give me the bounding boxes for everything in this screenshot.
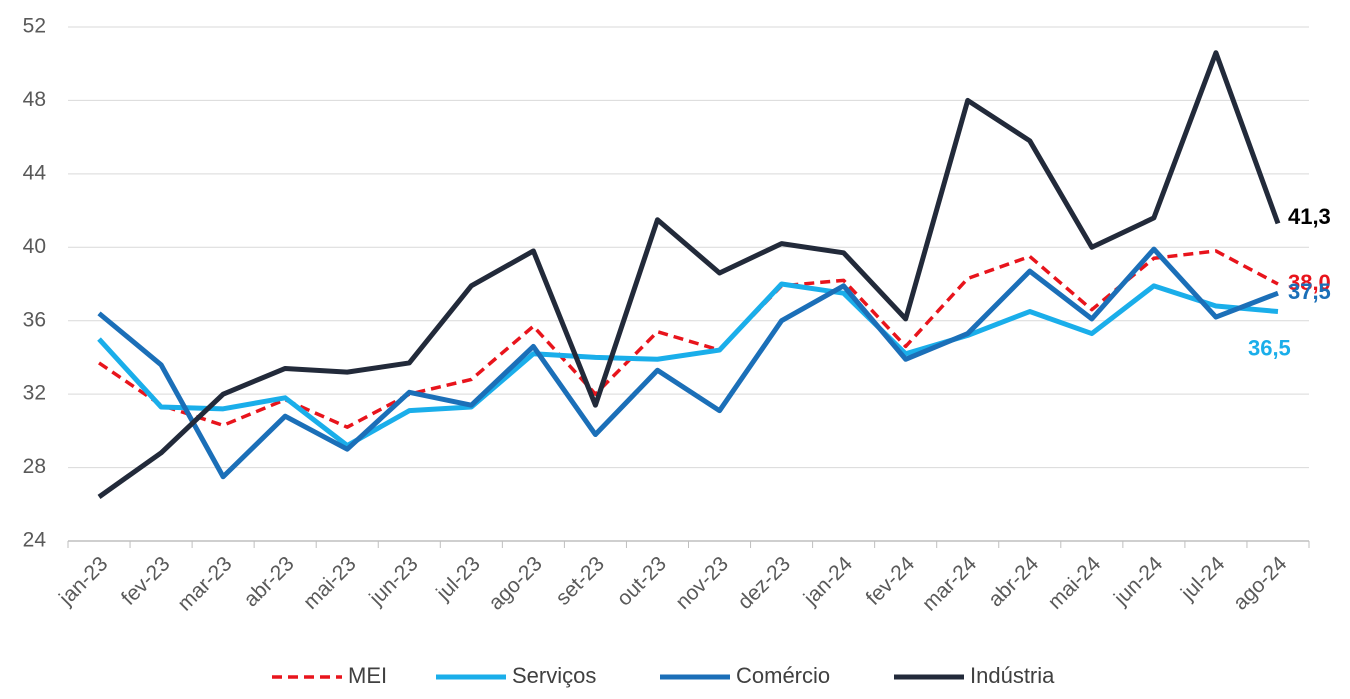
x-tick-label: jan-24 [799, 552, 857, 610]
legend-label: Serviços [512, 663, 596, 688]
y-tick-label: 36 [23, 308, 46, 331]
x-tick-label: jul-24 [1176, 552, 1230, 606]
x-tick-label: nov-23 [671, 552, 733, 614]
series-line [97, 50, 1281, 499]
x-tick-label: abr-24 [984, 552, 1043, 611]
data-label: 36,5 [1248, 335, 1291, 360]
x-tick-label: set-23 [551, 552, 609, 610]
y-tick-label: 44 [23, 161, 47, 184]
x-tick-label: out-23 [613, 552, 671, 610]
y-tick-label: 28 [23, 455, 46, 478]
x-tick-label: jan-23 [54, 552, 112, 610]
y-tick-label: 52 [23, 15, 46, 38]
data-label: 41,3 [1288, 204, 1331, 229]
y-tick-label: 32 [23, 382, 46, 405]
x-tick-label: mai-23 [299, 552, 361, 614]
data-label: 37,5 [1288, 279, 1331, 304]
x-tick-label: abr-23 [239, 552, 298, 611]
legend-label: Comércio [736, 663, 830, 688]
x-tick-label: jun-23 [364, 552, 422, 610]
x-tick-label: fev-23 [117, 552, 175, 610]
x-tick-label: mar-23 [173, 552, 236, 615]
x-tick-label: fev-24 [862, 552, 920, 610]
x-tick-label: ago-24 [1229, 552, 1292, 615]
x-tick-label: mar-24 [918, 552, 982, 616]
x-tick-label: jun-24 [1109, 552, 1167, 610]
y-tick-label: 24 [23, 529, 47, 552]
x-tick-label: jul-23 [431, 552, 484, 605]
x-tick-label: ago-23 [484, 552, 547, 615]
series-line [98, 249, 1279, 429]
series-line [97, 281, 1279, 449]
legend-label: MEI [348, 663, 387, 688]
y-tick-label: 48 [23, 88, 46, 111]
y-tick-label: 40 [23, 235, 46, 258]
data-label: 38,0 [1288, 270, 1331, 295]
series-line [97, 246, 1279, 480]
x-tick-label: mai-24 [1044, 552, 1106, 614]
legend-label: Indústria [970, 663, 1055, 688]
x-tick-label: dez-23 [733, 552, 795, 614]
